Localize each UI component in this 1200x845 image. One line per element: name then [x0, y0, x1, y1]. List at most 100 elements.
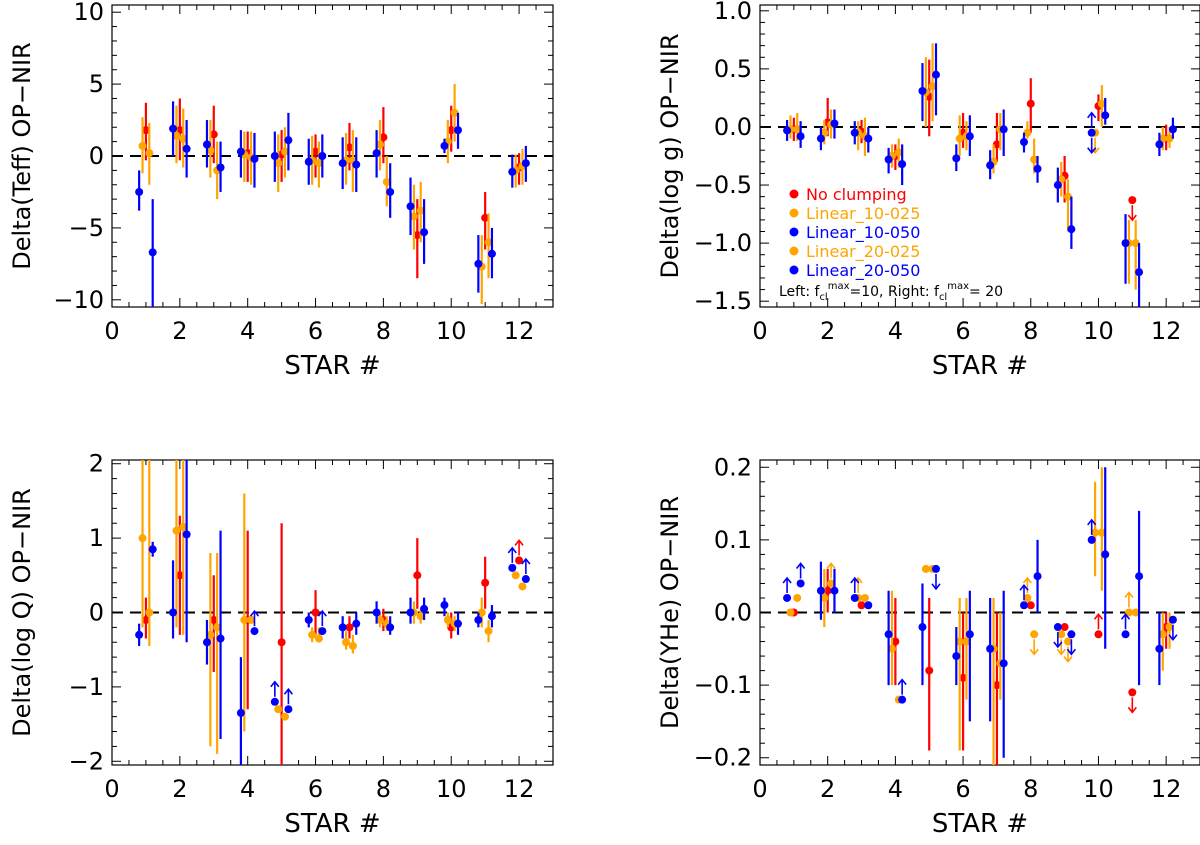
y-tick-label: 0.1 [714, 526, 752, 554]
series-linear-20-050 [795, 467, 1178, 758]
data-point [1067, 630, 1076, 639]
series-linear-20-025 [793, 467, 1174, 704]
data-point [487, 249, 496, 258]
data-point [1131, 608, 1140, 617]
data-point [1155, 644, 1164, 653]
data-point [986, 644, 995, 653]
data-point [1128, 688, 1137, 697]
y-tick-label: 0.0 [714, 113, 752, 141]
data-point [236, 708, 245, 717]
data-point [959, 673, 968, 682]
data-point [521, 575, 530, 584]
limit-arrow-head [1029, 648, 1039, 656]
data-point [992, 681, 1001, 690]
data-point [250, 627, 259, 636]
data-point [447, 126, 456, 135]
data-point [348, 641, 357, 650]
data-point [932, 564, 940, 573]
series-linear-10-025 [138, 460, 520, 747]
data-point [1165, 623, 1174, 632]
data-point [999, 125, 1008, 134]
x-tick-label: 8 [376, 775, 391, 803]
legend-note-part: Left: f [779, 284, 821, 300]
x-tick-label: 6 [955, 775, 970, 803]
data-point [796, 579, 805, 588]
legend-note-part: cl [819, 292, 827, 303]
data-point [379, 133, 388, 142]
data-point [141, 126, 150, 135]
limit-arrow-head [1056, 648, 1066, 656]
data-point [1131, 239, 1140, 248]
data-point [311, 147, 320, 156]
x-tick-label: 12 [504, 317, 535, 345]
data-point [281, 147, 290, 156]
data-point [169, 124, 178, 133]
data-point [921, 564, 930, 573]
data-point [816, 586, 825, 595]
panel-teff: 0 2 4 6 8 10 12 −10 −5 0 5 10 STAR # Delta(Teff) OP−N… [8, 0, 554, 381]
series-linear-20-050 [796, 43, 1177, 307]
limit-arrow-head [507, 546, 517, 554]
data-point [481, 578, 490, 587]
y-tick-label: 0.2 [714, 453, 752, 481]
data-point [135, 630, 144, 639]
limit-arrow-head [1019, 583, 1029, 591]
data-point [375, 140, 384, 149]
y-tick-label: −1.5 [694, 287, 752, 315]
data-point [206, 146, 215, 155]
data-point [827, 579, 836, 588]
data-point [270, 697, 279, 706]
data-point [236, 147, 245, 156]
limit-arrow-head [1087, 111, 1097, 119]
x-axis-label: STAR # [932, 809, 1028, 839]
data-point [420, 228, 429, 237]
data-point [830, 586, 839, 595]
data-point [372, 608, 381, 617]
data-point [145, 149, 154, 158]
data-point [518, 582, 527, 591]
y-tick-label: 0.0 [714, 599, 752, 627]
data-point [416, 612, 425, 621]
x-tick-label: 10 [1083, 317, 1114, 345]
data-point [148, 545, 157, 554]
data-point [338, 623, 347, 632]
limit-arrow-head [521, 557, 531, 565]
data-point [1097, 99, 1106, 108]
data-point [454, 619, 463, 628]
data-point [952, 652, 961, 661]
data-point [820, 593, 829, 602]
data-point [1020, 138, 1028, 147]
y-tick-label: −0.2 [694, 744, 752, 772]
data-point [992, 140, 1001, 149]
y-tick-label: −1 [69, 673, 104, 701]
data-point [1087, 535, 1096, 544]
data-point [796, 132, 805, 141]
y-axis-label: Delta(Teff) OP−NIR [8, 42, 36, 269]
data-point [209, 615, 218, 624]
data-point [274, 159, 283, 168]
data-point [206, 630, 215, 639]
data-point [786, 608, 795, 617]
x-tick-label: 2 [172, 317, 187, 345]
data-point [955, 637, 964, 646]
data-point [823, 586, 832, 595]
data-point [179, 522, 188, 531]
data-point [1101, 111, 1110, 120]
data-point [386, 623, 395, 632]
data-point [1030, 155, 1039, 164]
data-point [277, 638, 286, 647]
limit-arrow-head [1022, 576, 1033, 584]
data-point [928, 82, 937, 91]
legend-marker [789, 227, 799, 237]
data-point [138, 141, 147, 150]
data-point [216, 163, 225, 172]
data-point [308, 630, 317, 639]
x-tick-label: 4 [240, 317, 255, 345]
data-point [1094, 630, 1103, 639]
data-point [816, 134, 825, 143]
data-point [1165, 134, 1174, 143]
data-point [179, 134, 188, 143]
legend-marker [789, 246, 799, 256]
data-point [1030, 630, 1039, 639]
data-point [850, 128, 859, 137]
